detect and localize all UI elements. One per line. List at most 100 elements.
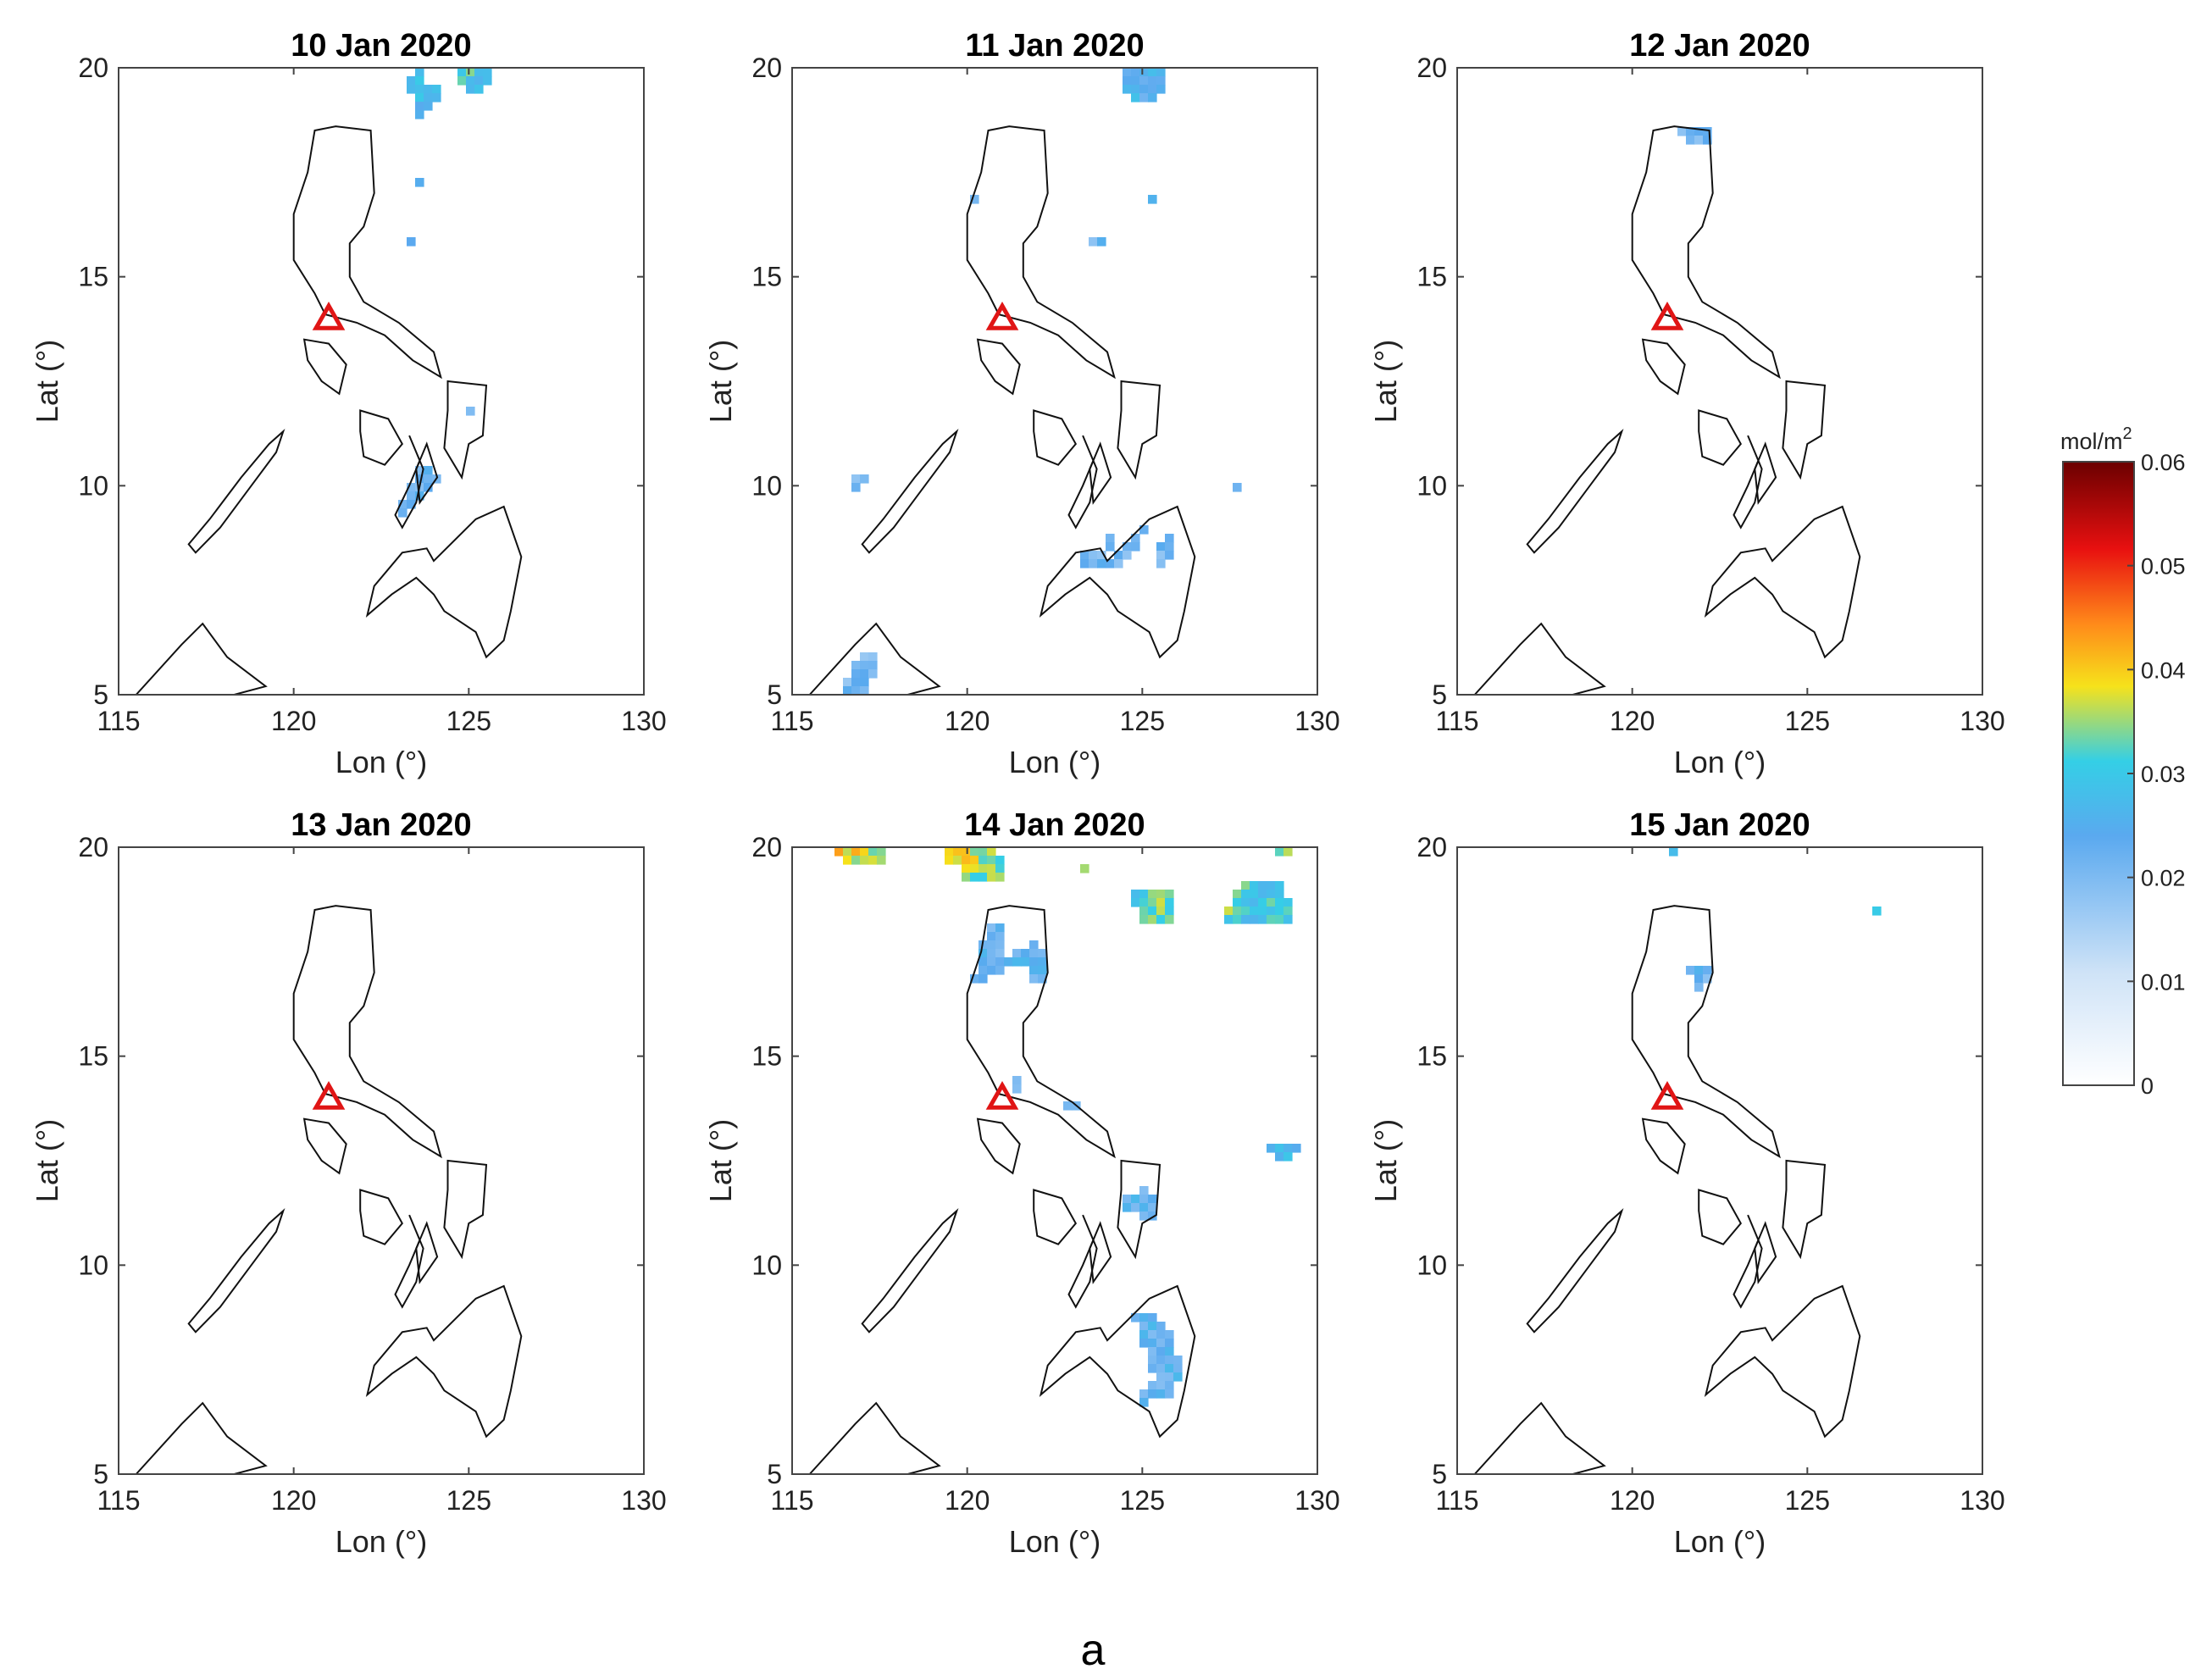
island-outline [365,1284,523,1439]
column-density-field [1669,847,1882,992]
island-outline [1089,441,1112,505]
coastlines [1473,125,1861,695]
y-axis-label: Lat (°) [703,340,738,423]
y-axis-label: Lat (°) [30,340,64,423]
column-density-field [834,847,1301,1407]
island-outline [359,1189,404,1245]
volcano-marker [312,301,346,330]
island-outline [976,1117,1021,1175]
y-tick-label: 15 [1417,1041,1447,1072]
coastlines [135,905,523,1474]
y-tick-label: 10 [78,1250,108,1280]
island-outline [394,1214,424,1309]
y-tick-label: 20 [1417,53,1447,83]
x-tick-label: 125 [446,1485,491,1516]
map-panel: 115 120 125 130 5 10 15 20 Lon (°) Lat (°) 15 Jan … [1368,807,2005,1559]
y-tick-label: 10 [1417,1250,1447,1280]
x-tick-label: 120 [271,706,316,736]
y-tick-label: 15 [1417,262,1447,292]
island-outline [1117,1159,1161,1260]
island-outline [1067,1214,1098,1309]
coastlines [808,905,1196,1474]
panel-title: 13 Jan 2020 [291,807,471,843]
island-outline [1473,622,1606,695]
panel-title: 12 Jan 2020 [1629,28,1810,64]
y-tick-label: 20 [1417,832,1447,862]
panel-frame [791,67,1318,696]
island-outline [292,905,442,1159]
x-tick-label: 115 [1435,706,1478,736]
colorbar-tick-label: 0.01 [2141,969,2186,995]
map-panel: 115 120 125 130 5 10 15 20 Lon (°) Lat (°) 12 Jan … [1368,28,2005,779]
map-panel: 115 120 125 130 5 10 15 20 Lon (°) Lat (°) 11 Jan … [703,28,1340,779]
y-axis-label: Lat (°) [1368,340,1403,423]
island-outline [187,428,286,554]
colorbar: mol/m2 0.06 0.05 0.04 0.03 0.02 0.01 0 [2060,424,2186,1099]
map-panel: 115 120 125 130 5 10 15 20 Lon (°) Lat (°) 13 Jan … [30,807,667,1559]
colorbar-tick-label: 0.02 [2141,866,2186,891]
x-tick-label: 120 [271,1485,316,1516]
island-outline [1033,1189,1078,1245]
panel-frame [1456,67,1983,696]
x-tick-label: 125 [1120,706,1165,736]
x-tick-label: 130 [621,1485,666,1516]
x-axis-label: Lon (°) [1674,745,1766,779]
island-outline [1733,1214,1763,1309]
x-tick-label: 120 [945,1485,990,1516]
island-outline [861,428,959,554]
colorbar-tick-label: 0 [2141,1073,2154,1099]
island-outline [292,125,442,380]
colorbar-label: mol/m2 [2060,424,2132,454]
panel-frame [118,67,645,696]
island-outline [415,1221,439,1284]
colorbar-tick-label: 0.04 [2141,657,2186,683]
island-outline [1641,1117,1686,1175]
x-tick-label: 125 [1120,1485,1165,1516]
colorbar-tick-label: 0.03 [2141,762,2186,787]
island-outline [187,1207,286,1333]
y-tick-label: 5 [1432,1459,1447,1489]
island-outline [1698,1189,1743,1245]
coastlines [135,125,523,695]
x-axis-label: Lon (°) [335,1524,427,1559]
y-axis-label: Lat (°) [703,1119,738,1202]
colorbar-tick-label: 0.06 [2141,450,2186,475]
y-tick-label: 5 [93,679,108,710]
y-tick-label: 15 [751,1041,782,1072]
island-outline [1117,380,1161,480]
x-axis-label: Lon (°) [1674,1524,1766,1559]
y-tick-label: 20 [78,53,108,83]
y-tick-label: 15 [78,1041,108,1072]
x-tick-label: 115 [770,1485,813,1516]
island-outline [1704,1284,1861,1439]
island-outline [1754,441,1777,505]
island-outline [302,1117,347,1175]
x-tick-label: 125 [1785,1485,1830,1516]
y-tick-label: 15 [751,262,782,292]
y-tick-label: 10 [1417,470,1447,501]
panel-title: 11 Jan 2020 [965,28,1144,64]
y-tick-label: 15 [78,262,108,292]
island-outline [1089,1221,1112,1284]
x-axis-label: Lon (°) [1009,1524,1100,1559]
island-outline [976,338,1021,396]
island-outline [135,1401,268,1474]
panel-frame [118,846,645,1475]
x-tick-label: 125 [446,706,491,736]
x-tick-label: 120 [945,706,990,736]
colorbar-gradient [2062,461,2135,1086]
panel-frame [791,846,1318,1475]
volcano-marker [1650,301,1684,330]
x-axis-label: Lon (°) [335,745,427,779]
coastlines [1473,905,1861,1474]
y-tick-label: 10 [751,1250,782,1280]
volcano-marker [985,301,1019,330]
volcano-marker [1650,1080,1684,1110]
y-tick-label: 20 [751,832,782,862]
x-tick-label: 130 [1295,1485,1339,1516]
panel-title: 14 Jan 2020 [964,807,1145,843]
x-tick-label: 130 [1960,706,2004,736]
x-tick-label: 130 [1295,706,1339,736]
y-tick-label: 5 [767,679,782,710]
